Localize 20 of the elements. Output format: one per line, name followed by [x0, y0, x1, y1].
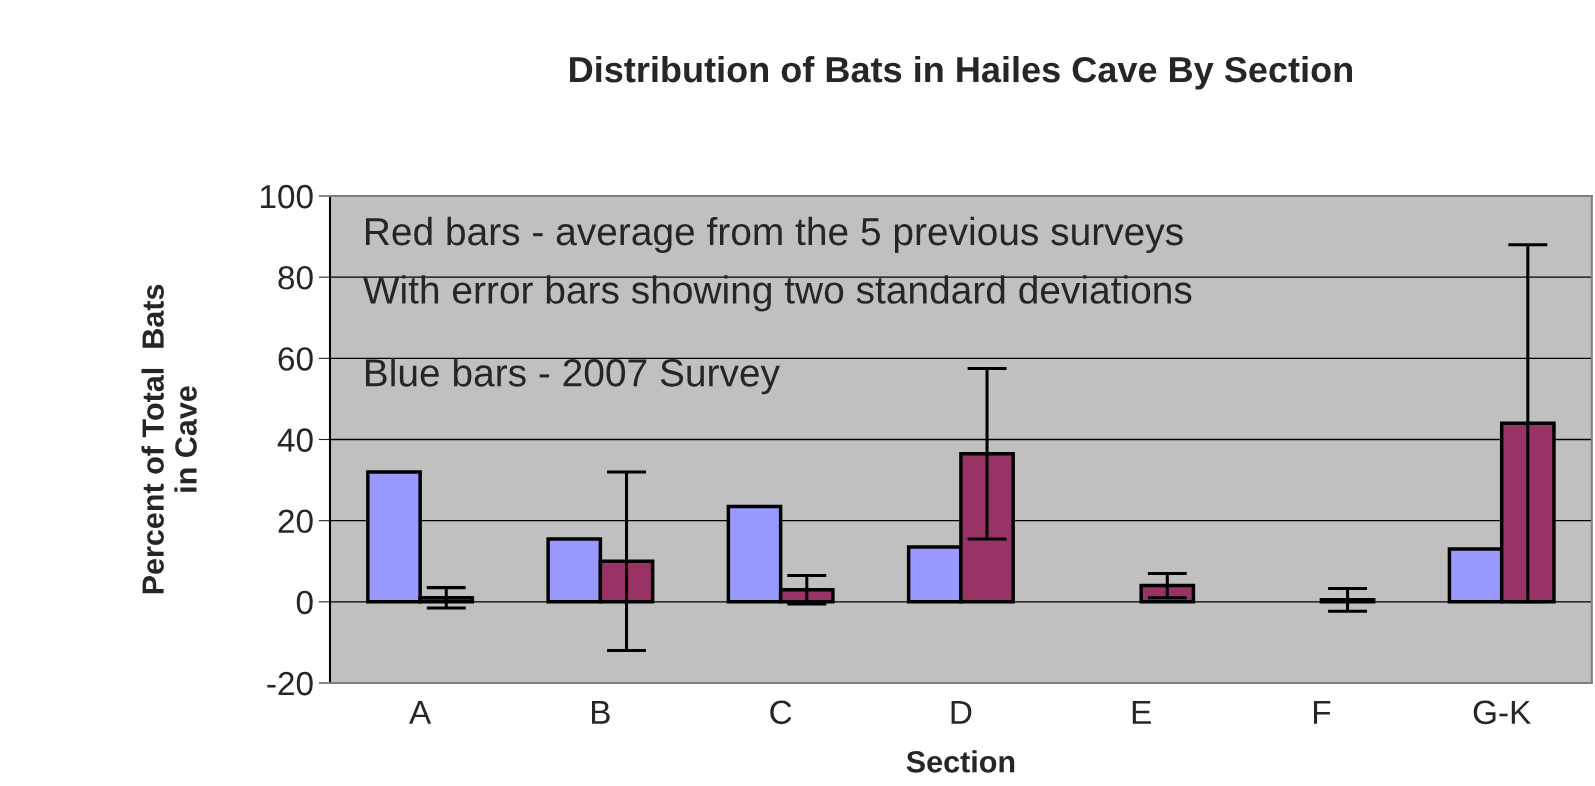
x-tick-label: D — [951, 700, 972, 724]
y-tick-label: 0 — [296, 590, 313, 615]
y-tick-label: 80 — [278, 265, 313, 290]
x-axis-title: Section — [906, 750, 1015, 773]
x-tick-label: E — [1132, 700, 1151, 724]
x-tick-label: G-K — [1473, 700, 1531, 725]
annotation: Red bars - average from the 5 previous surveys — [366, 216, 1183, 254]
annotation: Blue bars - 2007 Survey — [366, 358, 780, 395]
chart-title: Distribution of Bats in Hailes Cave By Section — [570, 55, 1352, 90]
y-axis-title: Percent of Total Bats in Cave — [141, 284, 197, 594]
annotation: With error bars showing two standard deviations — [362, 275, 1192, 312]
y-tick-label: -20 — [267, 671, 313, 696]
y-tick-label: 100 — [260, 184, 313, 209]
y-tick-label: 20 — [278, 509, 313, 534]
x-tick-label: C — [770, 700, 792, 725]
y-tick-label: 60 — [278, 347, 313, 371]
x-tick-label: F — [1313, 700, 1331, 724]
y-tick-label: 40 — [277, 428, 313, 452]
x-tick-label: B — [592, 700, 610, 724]
x-tick-label: A — [409, 700, 432, 724]
